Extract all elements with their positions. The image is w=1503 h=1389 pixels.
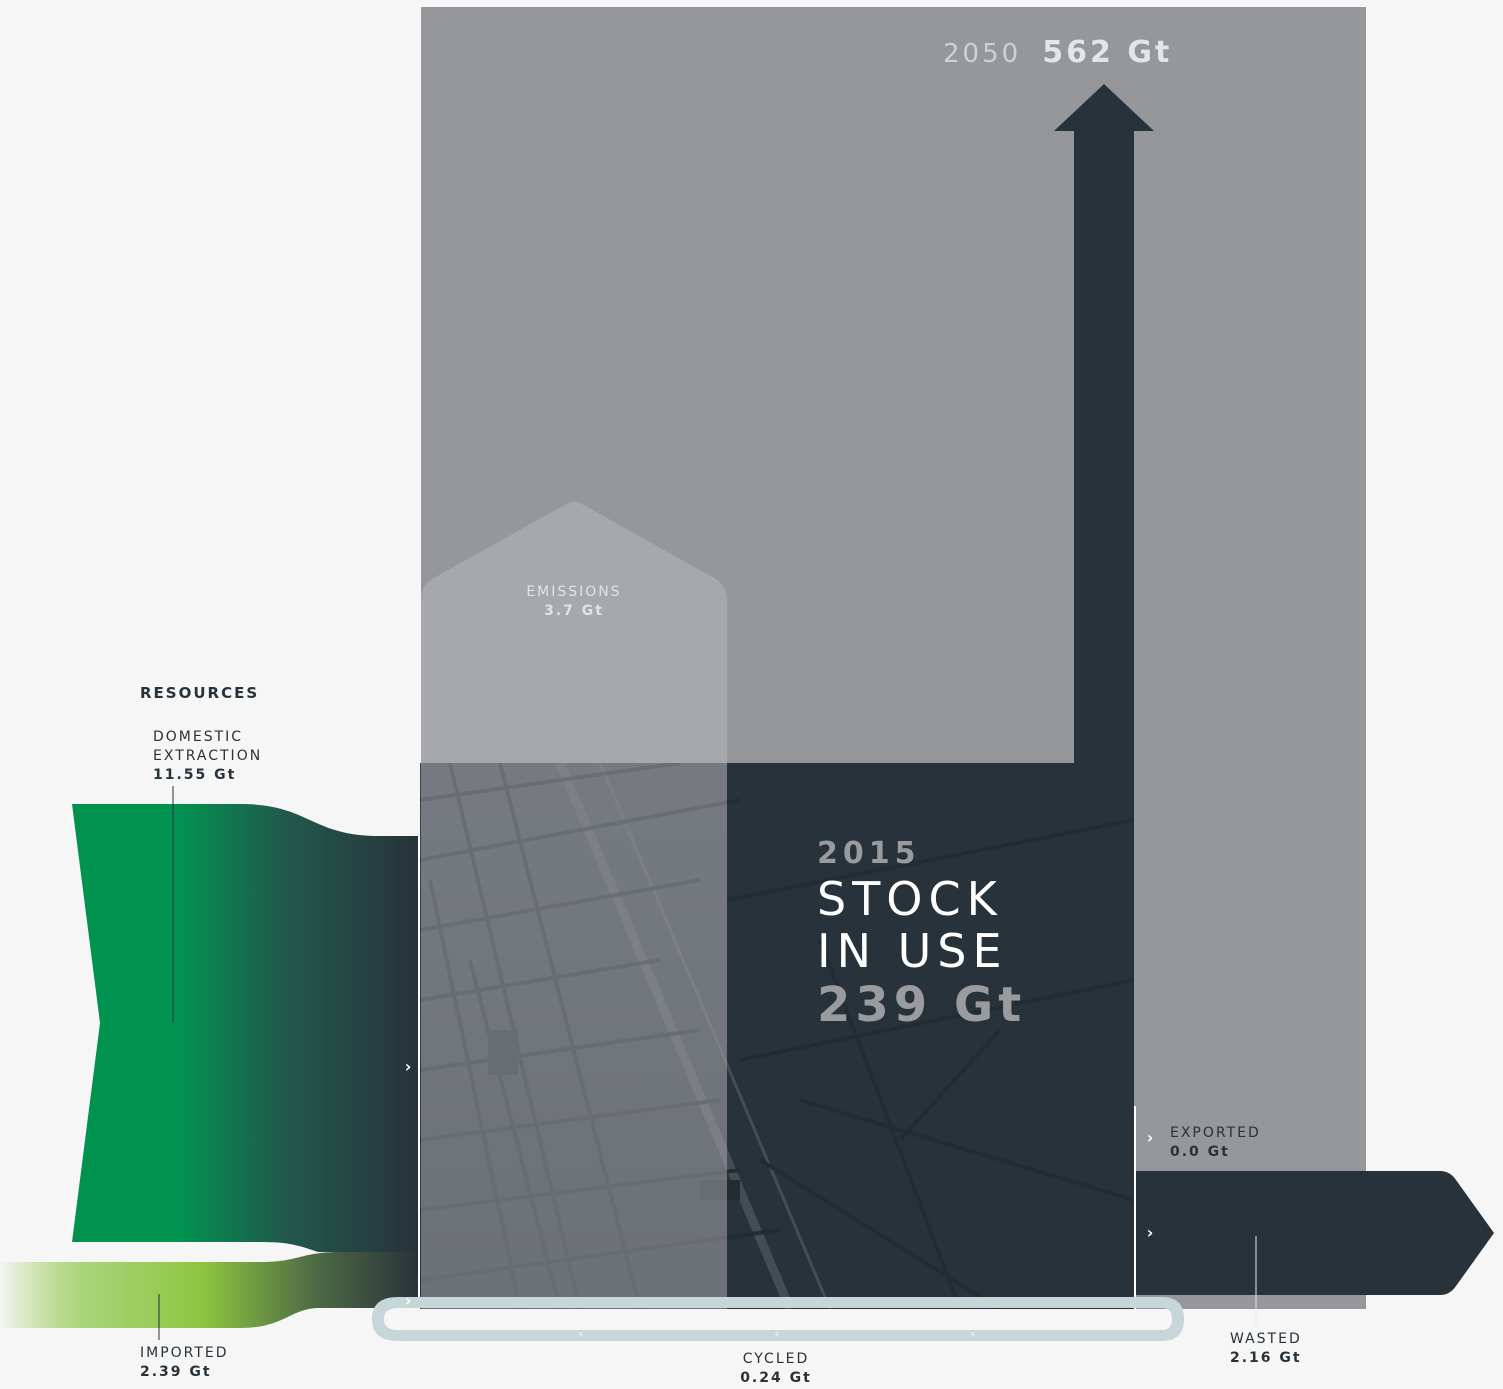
domestic-extraction-name-line2: EXTRACTION [153,748,263,764]
wasted-chevron-icon: › [1146,1223,1154,1242]
wasted-value: 2.16 Gt [1230,1350,1302,1366]
exported-value: 0.0 Gt [1170,1144,1230,1160]
cycled-start-chevron-icon: › [1146,1291,1154,1310]
domestic-extraction-flow [72,804,420,1252]
cycled-return-chevron-icon: ‹ [578,1327,584,1342]
stock-title-line2: IN USE [817,924,1008,978]
cycled-loop-flow [372,1297,1184,1341]
wasted-label: WASTED 2.16 Gt [1230,1330,1302,1368]
stock-year: 2015 [817,836,921,871]
domestic-extraction-value: 11.55 Gt [153,767,237,783]
exported-name: EXPORTED [1170,1125,1261,1141]
exported-chevron-icon: › [1146,1128,1154,1147]
resources-title: RESOURCES [140,684,260,702]
domestic-extraction-label: DOMESTIC EXTRACTION 11.55 Gt [153,728,262,785]
imported-value: 2.39 Gt [140,1364,212,1380]
cycled-label: CYCLED 0.24 Gt [700,1350,852,1388]
growth-arrow-2050 [1054,84,1154,763]
emissions-value: 3.7 Gt [544,603,604,619]
imported-flow [0,1252,420,1328]
emissions-flow [421,501,727,1309]
emissions-name: EMISSIONS [526,584,622,600]
emissions-label: EMISSIONS 3.7 Gt [474,583,674,621]
extraction-chevron-icon: › [404,1057,412,1076]
domestic-extraction-name-line1: DOMESTIC [153,729,244,745]
imported-chevron-icon: › [404,1291,412,1310]
projection-value: 562 Gt [1042,35,1173,70]
wasted-flow [1136,1171,1494,1295]
stock-headline: 2015 STOCK IN USE 239 Gt [817,836,1026,1034]
wasted-name: WASTED [1230,1331,1302,1347]
cycled-return-chevron-icon: ‹ [774,1327,780,1342]
projection-label: 2050 562 Gt [943,36,1172,74]
stock-title-line1: STOCK [817,872,1003,926]
imported-label: IMPORTED 2.39 Gt [140,1344,229,1382]
cycled-value: 0.24 Gt [740,1370,812,1386]
stock-value: 239 Gt [817,977,1027,1033]
cycled-return-chevron-icon: ‹ [970,1327,976,1342]
exported-label: EXPORTED 0.0 Gt [1170,1124,1261,1162]
projection-year: 2050 [943,39,1022,69]
city-map-texture [420,763,1134,1309]
imported-name: IMPORTED [140,1345,229,1361]
stock-in-use-block [420,763,1134,1309]
cycled-name: CYCLED [742,1351,810,1367]
